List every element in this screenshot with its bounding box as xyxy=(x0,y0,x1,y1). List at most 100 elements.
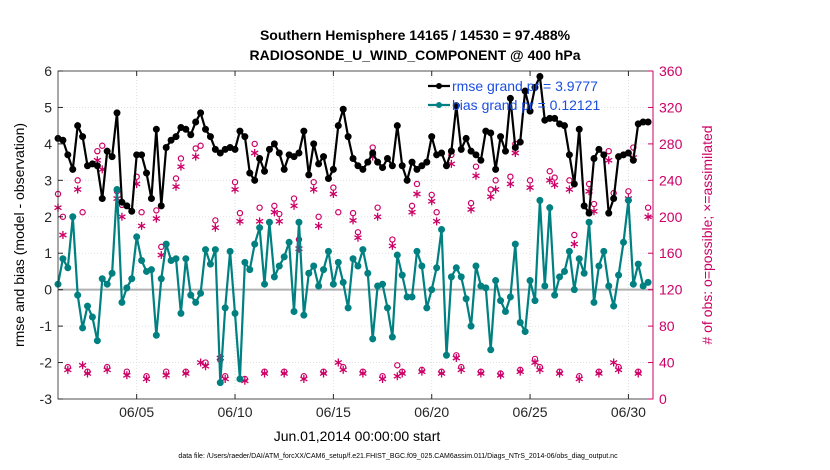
rmse-point xyxy=(315,160,323,168)
obs-assimilated-point xyxy=(496,371,505,380)
obs-assimilated-point xyxy=(604,156,613,165)
obs-assimilated-point xyxy=(526,183,534,192)
obs-possible-point xyxy=(177,155,185,162)
obs-possible-point xyxy=(413,180,421,188)
legend-marker xyxy=(436,83,442,89)
obs-assimilated-point xyxy=(432,217,441,226)
rmse-point xyxy=(206,133,214,141)
rmse-point xyxy=(59,136,67,144)
rmse-point xyxy=(462,134,470,142)
obs-assimilated-point xyxy=(319,369,328,378)
obs-possible-point xyxy=(315,213,322,220)
bias-point xyxy=(585,218,593,226)
rmse-point xyxy=(197,109,205,117)
obs-assimilated-point xyxy=(555,369,564,378)
rmse-point xyxy=(354,162,362,170)
bias-point xyxy=(462,295,470,303)
obs-assimilated-point xyxy=(118,212,126,221)
chart-subtitle: RADIOSONDE_U_WIND_COMPONENT @ 400 hPa xyxy=(249,47,580,63)
obs-possible-point xyxy=(349,209,357,217)
rmse-point xyxy=(511,144,519,152)
bias-point xyxy=(236,375,244,383)
rmse-point xyxy=(398,162,406,170)
obs-assimilated-point xyxy=(575,374,584,383)
rmse-point xyxy=(241,133,249,141)
bias-point xyxy=(113,185,121,193)
obs-assimilated-point xyxy=(595,369,603,378)
rmse-point xyxy=(536,72,544,80)
x-tick-label: 06/25 xyxy=(513,404,548,420)
obs-assimilated-point xyxy=(418,367,426,376)
obs-possible-point xyxy=(546,168,553,175)
rmse-point xyxy=(231,145,239,153)
bias-point xyxy=(59,255,67,263)
rmse-point xyxy=(374,158,382,166)
bias-point xyxy=(531,297,539,305)
obs-possible-point xyxy=(507,173,514,180)
obs-possible-point xyxy=(236,209,244,217)
bias-point xyxy=(275,262,283,270)
bias-point xyxy=(565,247,573,255)
rmse-point xyxy=(157,202,165,210)
obs-possible-point xyxy=(153,207,160,214)
rmse-point xyxy=(192,118,200,126)
obs-assimilated-point xyxy=(388,241,397,250)
rmse-point xyxy=(600,151,608,159)
rmse-point xyxy=(162,144,170,152)
bias-point xyxy=(79,324,87,332)
obs-assimilated-point xyxy=(177,162,185,171)
bias-point xyxy=(93,337,101,345)
rmse-point xyxy=(516,138,524,146)
bias-point xyxy=(197,289,205,297)
legend-marker xyxy=(436,102,442,108)
rmse-point xyxy=(457,145,465,153)
obs-possible-point xyxy=(158,243,165,251)
rmse-point xyxy=(442,162,450,170)
y-right-tick-label: 160 xyxy=(659,245,683,261)
obs-assimilated-point xyxy=(491,185,500,194)
rmse-point xyxy=(334,122,342,130)
rmse-point xyxy=(605,209,613,217)
obs-possible-point xyxy=(290,195,298,202)
bias-point xyxy=(551,291,559,299)
obs-assimilated-point xyxy=(309,185,318,194)
obs-assimilated-point xyxy=(609,358,618,367)
bias-point xyxy=(457,273,465,281)
data-file-footer: data file: /Users/raeder/DAI/ATM_forcXX/… xyxy=(178,453,618,460)
obs-assimilated-point xyxy=(531,358,539,367)
obs-possible-point xyxy=(192,145,199,152)
bias-point xyxy=(605,282,613,290)
bias-point xyxy=(241,258,249,266)
y-right-tick-label: 0 xyxy=(659,391,667,407)
obs-assimilated-point xyxy=(413,190,421,198)
obs-possible-point xyxy=(590,200,598,208)
y-right-tick-label: 200 xyxy=(659,209,683,225)
bias-point xyxy=(408,293,416,301)
obs-assimilated-point xyxy=(182,369,190,378)
obs-possible-point xyxy=(74,177,81,184)
obs-assimilated-point xyxy=(280,369,289,378)
obs-assimilated-point xyxy=(634,369,643,378)
bias-point xyxy=(472,262,480,270)
bias-point xyxy=(84,302,92,310)
obs-assimilated-point xyxy=(408,208,416,217)
bias-point xyxy=(334,258,342,266)
bias-point xyxy=(398,271,406,279)
rmse-point xyxy=(585,209,593,217)
bias-point xyxy=(98,275,106,283)
rmse-point xyxy=(359,165,367,173)
bias-point xyxy=(295,218,303,226)
rmse-point xyxy=(93,162,101,170)
obs-possible-point xyxy=(492,177,499,184)
bias-point xyxy=(147,266,155,274)
bias-point xyxy=(393,251,401,259)
rmse-point xyxy=(246,169,254,177)
obs-assimilated-point xyxy=(437,369,446,378)
bias-point xyxy=(560,267,568,275)
obs-assimilated-point xyxy=(260,369,269,378)
bias-point xyxy=(133,233,141,241)
bias-point xyxy=(261,280,269,288)
legend-entry: bias grand pr = 0.12121 xyxy=(452,97,600,113)
rmse-point xyxy=(187,131,195,139)
bias-point xyxy=(324,247,332,255)
